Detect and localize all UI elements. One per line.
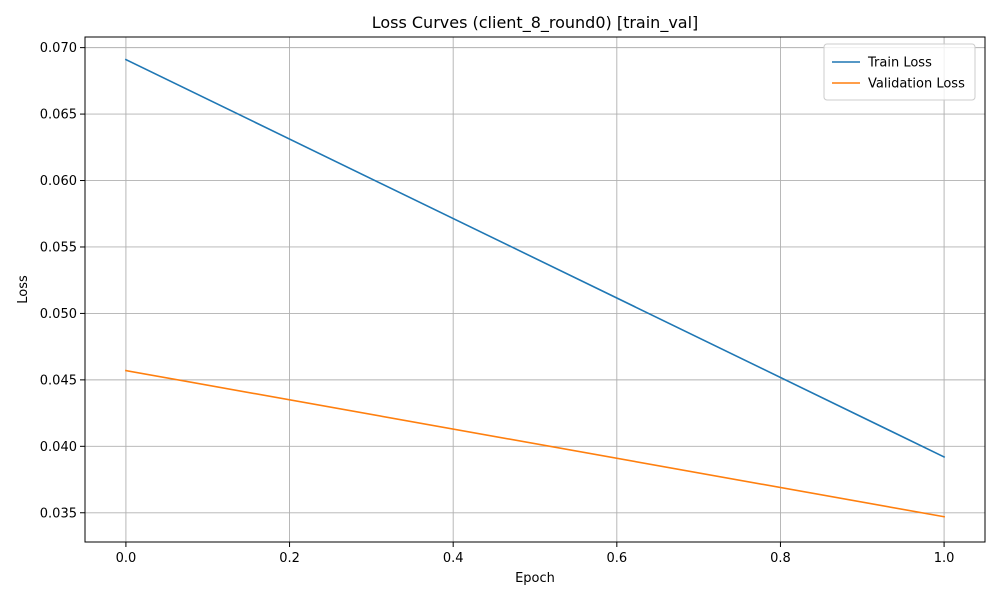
legend-label-validation-loss: Validation Loss <box>868 77 965 92</box>
y-tick-label: 0.060 <box>40 174 77 189</box>
chart-title: Loss Curves (client_8_round0) [train_val… <box>372 13 699 33</box>
series-line-validation-loss <box>124 369 946 518</box>
y-tick-label: 0.035 <box>40 506 77 521</box>
x-tick-label: 0.4 <box>443 551 464 566</box>
y-axis-ticks: 0.035 0.040 0.045 0.050 0.055 0.060 0.065 0.070 <box>40 41 85 521</box>
x-tick-label: 0.6 <box>606 551 627 566</box>
x-axis-label: Epoch <box>515 571 555 586</box>
legend: Train Loss Validation Loss <box>823 43 976 101</box>
x-tick-label: 0.0 <box>116 551 137 566</box>
y-tick-label: 0.070 <box>40 41 77 56</box>
series-line-train-loss <box>124 58 946 459</box>
x-tick-label: 0.8 <box>770 551 791 566</box>
legend-label-train-loss: Train Loss <box>867 56 932 71</box>
y-tick-label: 0.050 <box>40 307 77 322</box>
x-tick-label: 1.0 <box>934 551 955 566</box>
y-tick-label: 0.055 <box>40 240 77 255</box>
y-axis-label: Loss <box>16 275 31 304</box>
y-tick-label: 0.065 <box>40 108 77 123</box>
grid-layer <box>85 37 985 542</box>
x-axis-ticks: 0.0 0.2 0.4 0.6 0.8 1.0 <box>116 542 955 566</box>
x-tick-label: 0.2 <box>279 551 300 566</box>
y-tick-label: 0.040 <box>40 440 77 455</box>
series-layer <box>124 58 946 518</box>
y-tick-label: 0.045 <box>40 373 77 388</box>
legend-box <box>823 43 976 101</box>
legend-entries: Train Loss Validation Loss <box>832 56 965 92</box>
plot-area-frame <box>84 36 986 543</box>
